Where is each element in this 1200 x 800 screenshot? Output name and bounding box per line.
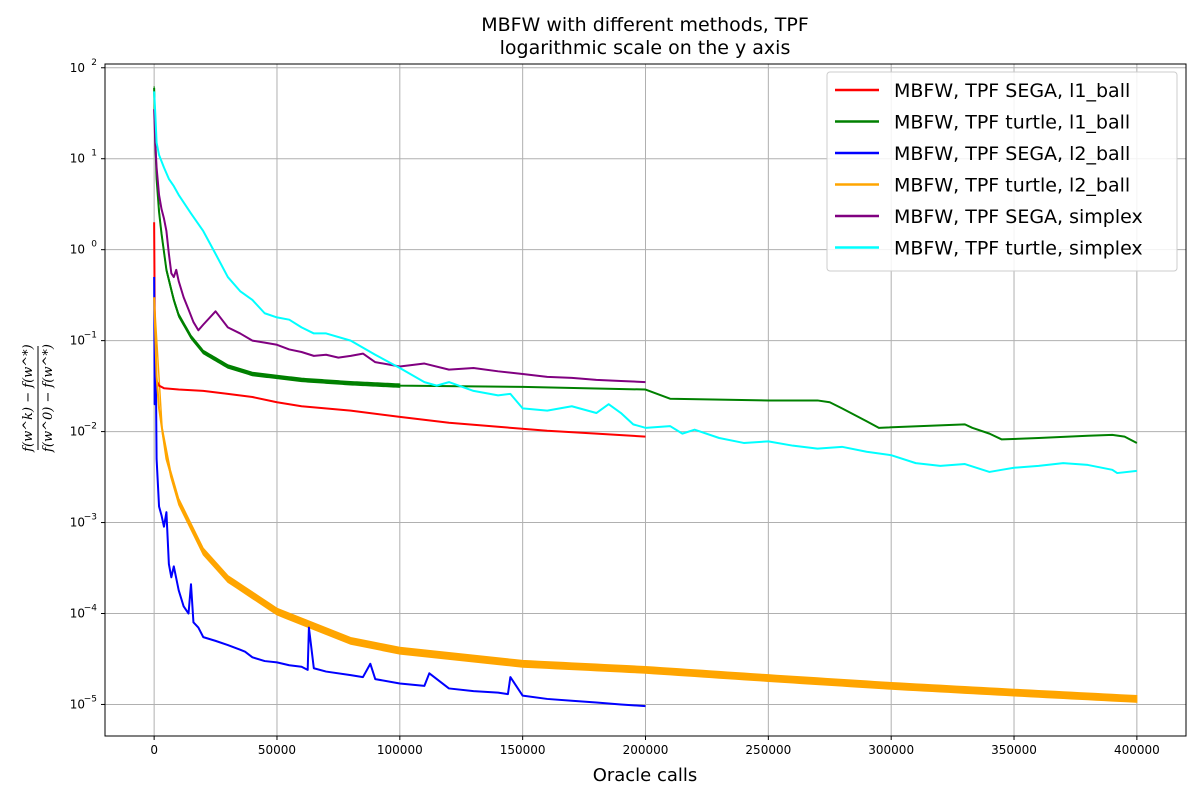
y-tick-label: 10 [70, 243, 85, 257]
legend-entry: MBFW, TPF turtle, simplex [894, 238, 1143, 260]
x-axis-label: Oracle calls [593, 765, 698, 786]
series-line-3 [153, 297, 1137, 700]
x-tick-label: 100000 [377, 743, 423, 757]
x-tick-label: 350000 [991, 743, 1037, 757]
legend-entry: MBFW, TPF SEGA, l1_ball [894, 80, 1130, 102]
y-tick-exponent: −1 [84, 331, 97, 341]
y-axis-label-numerator: f(w^k) − f(w^*) [21, 344, 36, 453]
x-tick-label: 400000 [1114, 743, 1160, 757]
series-band-3 [153, 293, 1138, 703]
x-axis-ticks: 0 50000 100000 150000 200000 250000 300000 3500… [150, 736, 1160, 757]
x-tick-label: 50000 [258, 743, 296, 757]
chart-title: MBFW with different methods, TPF [481, 14, 809, 36]
x-tick-label: 0 [150, 743, 158, 757]
y-tick-exponent: 2 [91, 58, 97, 68]
y-axis-label: f(w^k) − f(w^*) f(w^0) − f(w^*) [21, 344, 56, 453]
x-tick-label: 300000 [868, 743, 914, 757]
y-tick-label: 10 [70, 61, 85, 75]
y-axis-label-denominator: f(w^0) − f(w^*) [41, 344, 56, 453]
legend-entry: MBFW, TPF SEGA, simplex [894, 206, 1143, 228]
y-tick-label: 10 [70, 425, 85, 439]
series-line-0 [153, 222, 646, 438]
y-tick-exponent: −4 [84, 604, 98, 614]
series-line-5 [153, 91, 1137, 475]
y-tick-exponent: −2 [84, 422, 97, 432]
y-tick-exponent: −3 [84, 513, 97, 523]
y-tick-label: 10 [70, 516, 85, 530]
y-tick-exponent: 0 [91, 240, 97, 250]
series-line-1 [153, 87, 1138, 444]
y-tick-label: 10 [70, 152, 85, 166]
legend-entry: MBFW, TPF SEGA, l2_ball [894, 143, 1130, 165]
chart-subtitle: logarithmic scale on the y axis [500, 37, 791, 59]
y-tick-exponent: −5 [84, 694, 97, 704]
legend-box [826, 71, 1178, 272]
x-tick-label: 150000 [500, 743, 546, 757]
series-lines [153, 87, 1138, 708]
x-tick-label: 250000 [745, 743, 791, 757]
chart-title-group: MBFW with different methods, TPF logarit… [481, 14, 809, 59]
y-tick-label: 10 [70, 697, 85, 711]
y-tick-label: 10 [70, 334, 85, 348]
y-tick-exponent: 1 [91, 149, 97, 159]
legend-entry: MBFW, TPF turtle, l2_ball [894, 175, 1130, 197]
series-bands [153, 86, 1138, 703]
series-line-2 [153, 277, 646, 708]
x-tick-label: 200000 [623, 743, 669, 757]
series-line-4 [153, 109, 646, 384]
series-band-1 [153, 86, 401, 388]
legend-entry: MBFW, TPF turtle, l1_ball [894, 112, 1130, 134]
legend: MBFW, TPF SEGA, l1_ball MBFW, TPF turtle,… [826, 71, 1178, 272]
y-tick-label: 10 [70, 607, 85, 621]
